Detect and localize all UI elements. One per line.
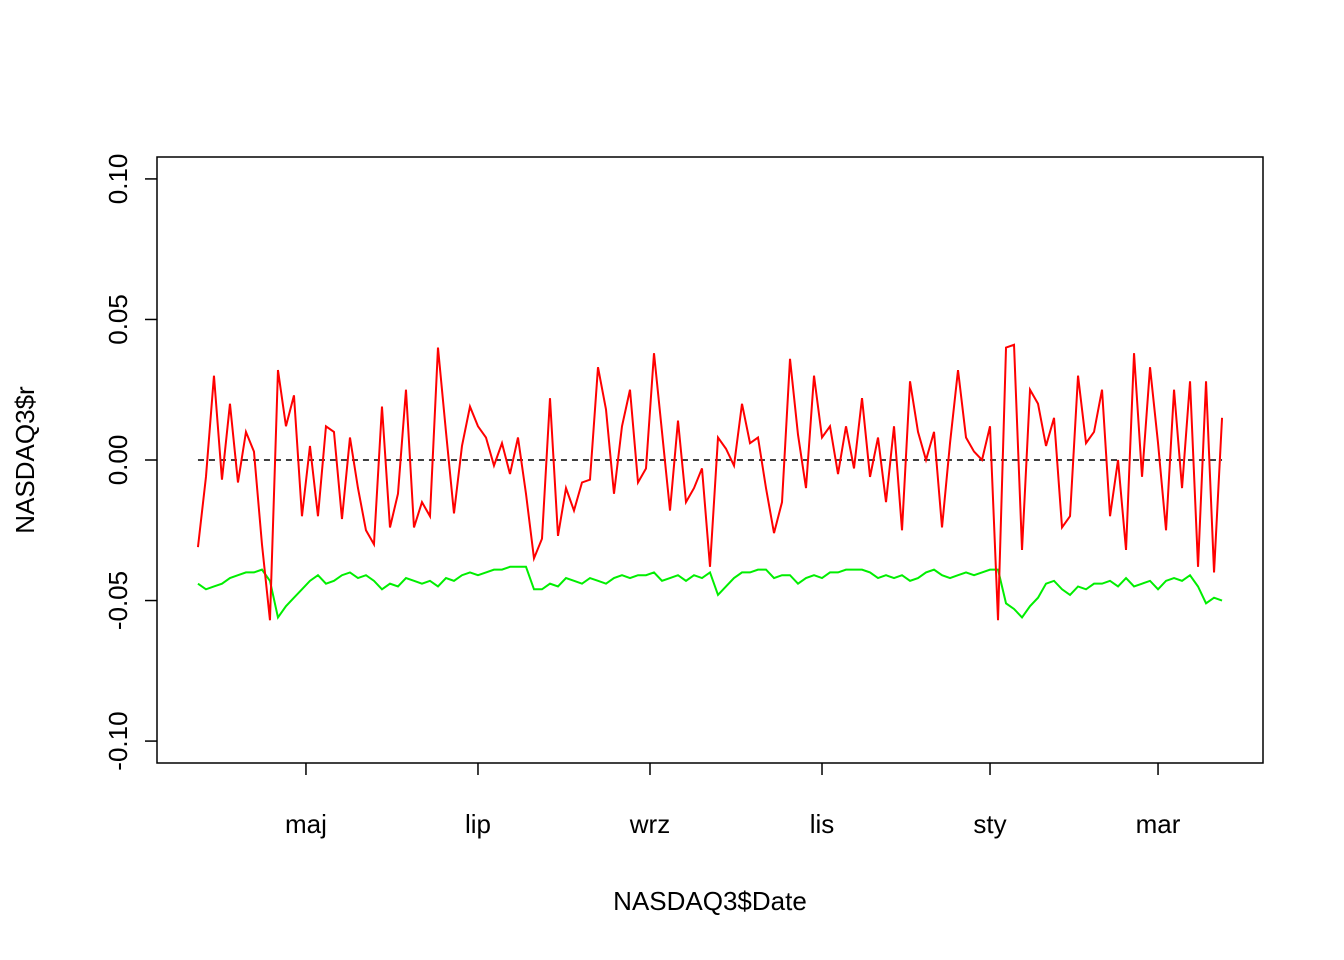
x-tick-label: lis (810, 809, 835, 839)
y-tick-label: -0.10 (103, 711, 133, 770)
x-tick-label: maj (285, 809, 327, 839)
x-tick-label: sty (973, 809, 1006, 839)
x-tick-label: wrz (629, 809, 670, 839)
data-line (197, 565, 1223, 620)
y-tick-label: 0.10 (103, 154, 133, 205)
y-tick-label: -0.05 (103, 571, 133, 630)
data-line (196, 343, 1224, 621)
y-axis-label: NASDAQ3$r (10, 386, 40, 534)
x-tick-label: mar (1136, 809, 1181, 839)
y-tick-label: 0.05 (103, 294, 133, 345)
x-tick-label: lip (465, 809, 491, 839)
x-axis-label: NASDAQ3$Date (613, 886, 807, 916)
y-tick-label: 0.00 (103, 435, 133, 486)
